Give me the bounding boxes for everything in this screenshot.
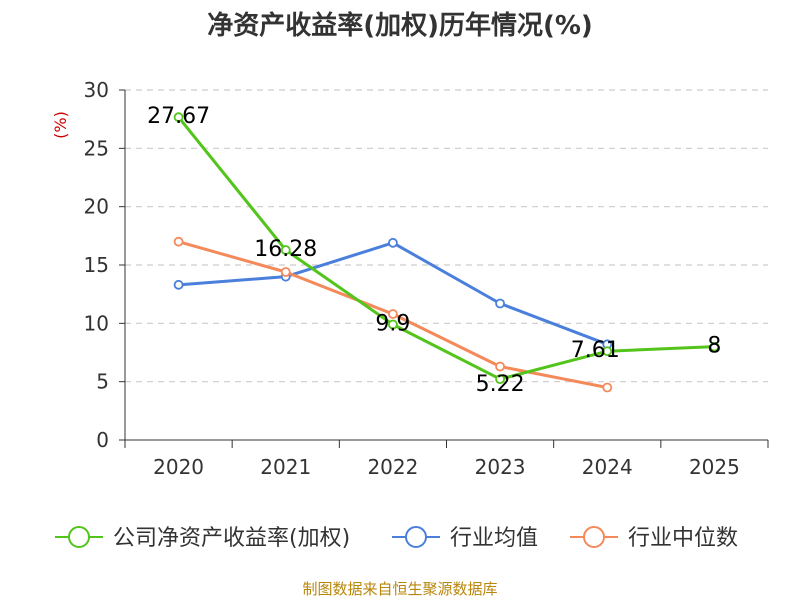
legend-label: 公司净资产收益率(加权) [113, 526, 350, 551]
data-point [280, 267, 291, 277]
chart-title: 净资产收益率(加权)历年情况(%) [207, 10, 593, 41]
source-note: 制图数据来自恒生聚源数据库 [302, 580, 497, 598]
data-point [280, 245, 291, 255]
legend-item[interactable]: 公司净资产收益率(加权) [55, 526, 350, 551]
data-label: 9.9 [375, 312, 410, 337]
data-label: 16.28 [254, 237, 317, 262]
y-axis-unit-label: (%) [51, 111, 70, 139]
data-point [602, 382, 613, 393]
legend-label: 行业中位数 [628, 526, 738, 551]
series-layer [173, 112, 720, 393]
data-point [495, 374, 505, 385]
data-label: 7.61 [571, 338, 620, 363]
y-tick-label: 30 [84, 78, 109, 102]
data-point [388, 309, 398, 319]
y-tick-label: 15 [84, 253, 109, 277]
data-label: 8 [707, 334, 721, 359]
legend-marker [583, 526, 605, 548]
data-point [495, 298, 505, 309]
gridlines [125, 89, 768, 383]
y-tick-label: 0 [96, 428, 109, 452]
x-tick-label: 2021 [260, 455, 311, 479]
legend-marker [405, 526, 427, 548]
x-tick-label: 2025 [689, 455, 740, 479]
data-label: 27.67 [147, 104, 210, 129]
data-labels: 27.67 16.28 9.9 5.22 7.61 8 [147, 104, 721, 397]
data-point [173, 279, 184, 290]
y-tick-label: 10 [84, 311, 109, 335]
y-tick-label: 20 [84, 195, 109, 219]
x-tick-label: 2022 [367, 455, 418, 479]
data-point [173, 236, 184, 247]
data-point [602, 346, 613, 357]
legend: 公司净资产收益率(加权) 行业均值 行业中位数 [55, 526, 738, 551]
data-point [388, 319, 398, 330]
legend-label: 行业均值 [450, 526, 538, 551]
legend-marker [68, 526, 90, 548]
y-tick-label: 5 [96, 370, 109, 394]
y-tick-label: 25 [84, 136, 109, 160]
legend-item[interactable]: 行业均值 [392, 526, 538, 551]
data-point [709, 341, 720, 352]
x-tick-label: 2020 [153, 455, 204, 479]
series-line [177, 116, 715, 381]
data-label: 5.22 [476, 372, 525, 397]
data-point [388, 237, 398, 248]
legend-item[interactable]: 行业中位数 [570, 526, 738, 551]
x-tick-label: 2024 [582, 455, 633, 479]
data-point [173, 112, 184, 123]
data-point [495, 361, 505, 372]
x-tick-label: 2023 [475, 455, 526, 479]
